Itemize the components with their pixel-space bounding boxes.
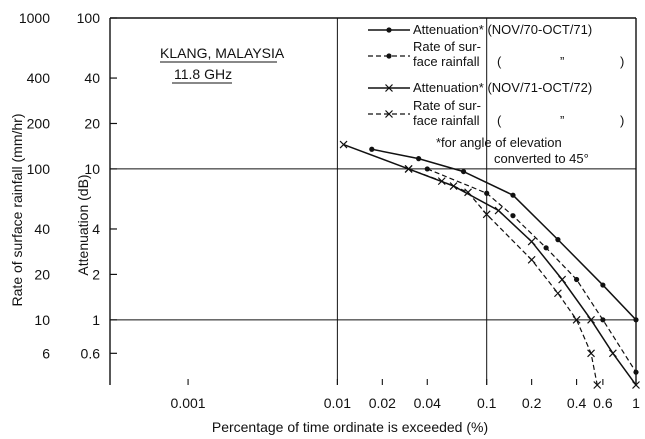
attenuation-axis-label: Attenuation (dB)	[75, 174, 91, 275]
data-point	[527, 255, 536, 264]
x-tick-label: 0.2	[522, 395, 542, 411]
data-point	[510, 192, 516, 198]
legend-ditto-1: ”	[560, 54, 564, 69]
legend-marker-rainfall-1	[386, 53, 392, 59]
legend: Attenuation* (NOV/70-OCT/71) Rate of sur…	[368, 22, 624, 166]
attenuation-tick-label: 100	[77, 10, 101, 26]
legend-label-rainfall-1-line2: face rainfall	[413, 54, 480, 69]
data-point	[608, 349, 617, 358]
data-point	[573, 276, 580, 283]
x-tick-label: 1	[632, 395, 640, 411]
x-tick-label: 0.02	[369, 395, 396, 411]
series-4	[404, 164, 602, 389]
rainfall-tick-label: 100	[27, 161, 51, 177]
legend-marker-attenuation-2	[385, 84, 393, 92]
rainfall-tick-label: 40	[34, 221, 50, 237]
rainfall-tick-label: 1000	[19, 10, 50, 26]
series-2	[424, 166, 639, 375]
data-point	[587, 349, 595, 358]
attenuation-tick-label: 20	[84, 115, 100, 131]
x-tick-label: 0.01	[324, 395, 351, 411]
attenuation-tick-label: 10	[84, 161, 100, 177]
attenuation-tick-label: 4	[92, 221, 100, 237]
legend-paren-close-1: )	[620, 54, 624, 69]
data-series	[339, 140, 640, 389]
rainfall-axis-label: Rate of surface rainfall (mm/hr)	[9, 114, 25, 307]
data-point	[632, 381, 640, 389]
attenuation-tick-label: 1	[92, 312, 100, 328]
data-point	[510, 213, 516, 219]
data-point	[600, 317, 606, 323]
footnote-line-1: *for angle of elevation	[436, 135, 562, 150]
data-point	[416, 156, 422, 162]
rainfall-tick-label: 10	[34, 312, 50, 328]
legend-label-attenuation-1: Attenuation* (NOV/70-OCT/71)	[413, 22, 592, 37]
attenuation-tick-label: 2	[92, 266, 100, 282]
reference-lines	[110, 18, 636, 385]
frequency-annotation: 11.8 GHz	[174, 66, 232, 82]
series-line	[371, 148, 637, 321]
attenuation-tick-label: 40	[84, 70, 100, 86]
data-point	[482, 210, 491, 219]
data-point	[558, 275, 567, 284]
rainfall-tick-label: 200	[27, 115, 51, 131]
rainfall-tick-label: 6	[42, 345, 50, 361]
data-point	[633, 369, 639, 375]
attenuation-tick-label: 0.6	[81, 345, 101, 361]
legend-label-rainfall-2-line2: face rainfall	[413, 113, 480, 128]
legend-paren-close-2: )	[620, 113, 624, 128]
legend-label-rainfall-1-line1: Rate of sur-	[413, 39, 481, 54]
data-point	[424, 166, 430, 172]
data-point	[600, 282, 606, 288]
data-point	[484, 190, 490, 196]
data-point	[593, 381, 602, 389]
data-point	[527, 237, 536, 246]
legend-marker-attenuation-1	[386, 27, 392, 33]
data-point	[460, 168, 467, 175]
legend-ditto-2: ”	[560, 113, 564, 128]
data-point	[572, 315, 581, 324]
data-point	[587, 315, 595, 324]
data-point	[437, 177, 446, 186]
series-line	[343, 143, 637, 386]
series-line	[408, 168, 598, 386]
data-point	[633, 317, 639, 323]
x-tick-label: 0.1	[477, 395, 497, 411]
data-point	[369, 146, 375, 152]
legend-paren-open-2: (	[497, 113, 502, 128]
legend-marker-rainfall-2	[385, 110, 393, 118]
footnote-line-2: converted to 45°	[494, 151, 589, 166]
legend-label-attenuation-2: Attenuation* (NOV/71-OCT/72)	[413, 80, 592, 95]
x-axis-label: Percentage of time ordinate is exceeded …	[212, 419, 488, 435]
location-annotation: KLANG, MALAYSIA	[160, 45, 285, 61]
data-point	[543, 245, 549, 251]
rainfall-tick-label: 400	[27, 70, 51, 86]
legend-paren-open-1: (	[497, 54, 502, 69]
data-point	[339, 140, 348, 149]
x-tick-label: 0.6	[593, 395, 613, 411]
data-point	[404, 164, 413, 173]
data-point	[494, 206, 503, 215]
legend-label-rainfall-2-line1: Rate of sur-	[413, 98, 481, 113]
data-point	[555, 237, 561, 243]
axis-ticks: 100 1000 40 400 20 200 10 100 4 40 2 20 1 10 0.6 6 0.001…	[19, 10, 640, 411]
x-tick-label: 0.04	[414, 395, 441, 411]
series-1	[369, 146, 639, 323]
rainfall-tick-label: 20	[34, 266, 50, 282]
data-point	[554, 289, 562, 298]
series-3	[339, 140, 640, 389]
x-tick-label: 0.001	[171, 395, 206, 411]
data-point	[464, 188, 472, 197]
x-tick-label: 0.4	[567, 395, 587, 411]
